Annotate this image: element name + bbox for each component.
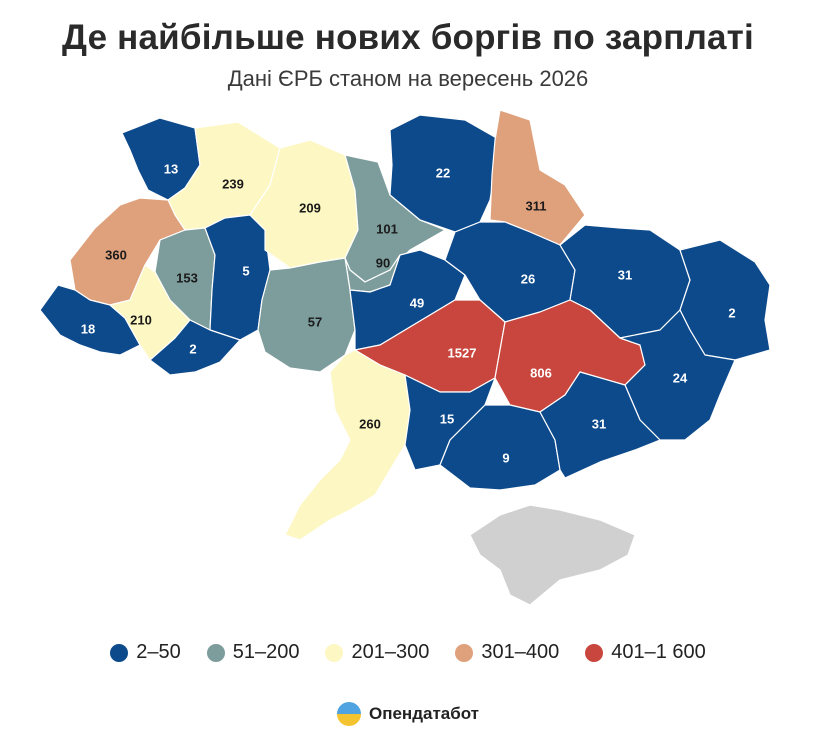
legend-label: 201–300 — [351, 641, 430, 663]
region-zakarpattia-value-label: 18 — [81, 321, 95, 336]
region-kirovohrad-value-label: 1527 — [448, 345, 477, 360]
legend-item-201-300: 201–300 — [325, 641, 429, 664]
region-vinnytsia-value-label: 57 — [308, 314, 322, 329]
legend-item-2-50: 2–50 — [110, 641, 181, 664]
legend-swatch — [585, 643, 604, 662]
region-ivano-frankivsk-value-label: 210 — [130, 312, 152, 327]
legend-label: 2–50 — [136, 641, 181, 663]
region-kyiv-north-value-label: 101 — [376, 221, 398, 236]
region-ternopil-value-label: 153 — [176, 270, 198, 285]
region-donetsk-value-label: 24 — [673, 370, 688, 385]
region-crimea — [469, 504, 636, 606]
legend-swatch — [325, 643, 344, 662]
region-kherson-value-label: 9 — [502, 450, 509, 465]
legend-item-401-1600: 401–1 600 — [585, 641, 706, 664]
legend-label: 401–1 600 — [611, 641, 706, 663]
legend-swatch — [110, 643, 129, 662]
region-donetsk — [619, 309, 736, 441]
region-luhansk — [679, 239, 771, 361]
region-odesa — [284, 349, 411, 541]
region-cherkasy-value-label: 49 — [410, 295, 424, 310]
brand-name: Опендатабот — [368, 704, 480, 723]
region-zhytomyr-value-label: 209 — [299, 200, 321, 215]
region-chernivtsi — [149, 319, 241, 376]
region-luhansk-value-label: 2 — [728, 305, 735, 320]
region-kharkiv-value-label: 31 — [618, 267, 632, 282]
legend-item-301-400: 301–400 — [455, 641, 559, 664]
opendatabot-logo-icon — [336, 702, 361, 726]
region-rivne-value-label: 239 — [222, 176, 244, 191]
legend-label: 51–200 — [232, 641, 300, 663]
region-khmelnytskyi-value-label: 5 — [242, 263, 249, 278]
region-vinnytsia — [257, 257, 356, 373]
region-zaporizhzhia — [539, 371, 661, 479]
legend-item-51-200: 51–200 — [206, 641, 300, 664]
region-mykolaiv-value-label: 15 — [440, 411, 454, 426]
region-kyiv-value-label: 90 — [376, 255, 390, 270]
region-volyn-value-label: 13 — [164, 161, 178, 176]
legend: 2–50 51–200 201–300 301–400 401–1 600 — [0, 641, 816, 664]
region-zaporizhzhia-value-label: 31 — [592, 416, 606, 431]
legend-label: 301–400 — [481, 641, 560, 663]
map-title: Де найбільше нових боргів по зарплаті — [62, 18, 754, 57]
region-sumy-value-label: 311 — [526, 198, 547, 213]
region-odesa-value-label: 260 — [359, 416, 381, 431]
region-poltava-value-label: 26 — [521, 271, 535, 286]
region-chernivtsi-value-label: 2 — [189, 341, 196, 356]
brand: Опендатабот — [0, 702, 816, 726]
region-dnipropetrovsk-value-label: 806 — [530, 365, 552, 380]
legend-swatch — [206, 643, 225, 662]
region-chernihiv — [389, 114, 501, 233]
legend-swatch — [455, 643, 474, 662]
region-chernihiv-value-label: 22 — [436, 165, 450, 180]
map-subtitle: Дані ЄРБ станом на вересень 2026 — [227, 66, 589, 91]
region-lviv-value-label: 360 — [105, 247, 127, 262]
